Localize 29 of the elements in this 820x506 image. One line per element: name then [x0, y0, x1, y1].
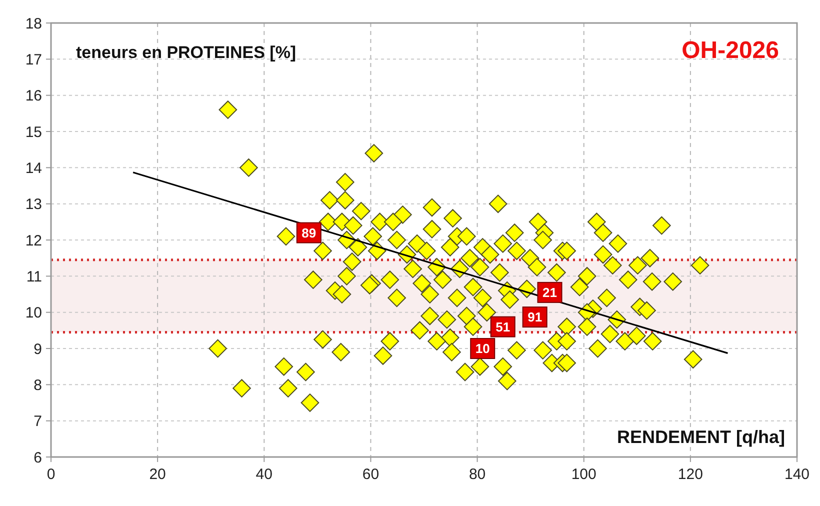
y-tick-label: 18 — [25, 15, 42, 32]
annotation: 51 — [496, 319, 510, 334]
x-tick-label: 80 — [468, 466, 486, 483]
x-tick-label: 20 — [149, 466, 166, 483]
y-tick-label: 9 — [34, 340, 42, 358]
x-tick-label: 40 — [256, 466, 272, 483]
y-tick-label: 8 — [34, 376, 42, 394]
annotation: 89 — [302, 225, 316, 240]
y-tick-label: 10 — [25, 304, 42, 322]
y-tick-label: 17 — [25, 51, 42, 68]
text: OH-2026 — [682, 37, 779, 64]
y-tick-label: 12 — [25, 232, 42, 250]
y-tick-label: 6 — [34, 449, 42, 466]
annotation: 10 — [475, 341, 490, 356]
y-tick-label: 15 — [25, 124, 42, 141]
x-tick-label: 140 — [784, 466, 810, 483]
y-tick-label: 14 — [25, 160, 42, 177]
y-tick-label: 16 — [25, 88, 42, 105]
annotation: 21 — [542, 285, 557, 300]
x-tick-label: 100 — [571, 466, 596, 483]
annotation: 91 — [528, 310, 542, 325]
y-tick-label: 13 — [25, 196, 42, 214]
y-axis-title: teneurs en PROTEINES [%] — [76, 43, 296, 62]
x-axis-title: RENDEMENT [q/ha] — [617, 427, 785, 447]
y-tick-label: 7 — [34, 413, 42, 430]
x-tick-label: 120 — [678, 466, 703, 483]
y-tick-label: 11 — [26, 268, 42, 286]
x-tick-label: 0 — [46, 466, 56, 483]
x-tick-label: 60 — [362, 466, 380, 483]
